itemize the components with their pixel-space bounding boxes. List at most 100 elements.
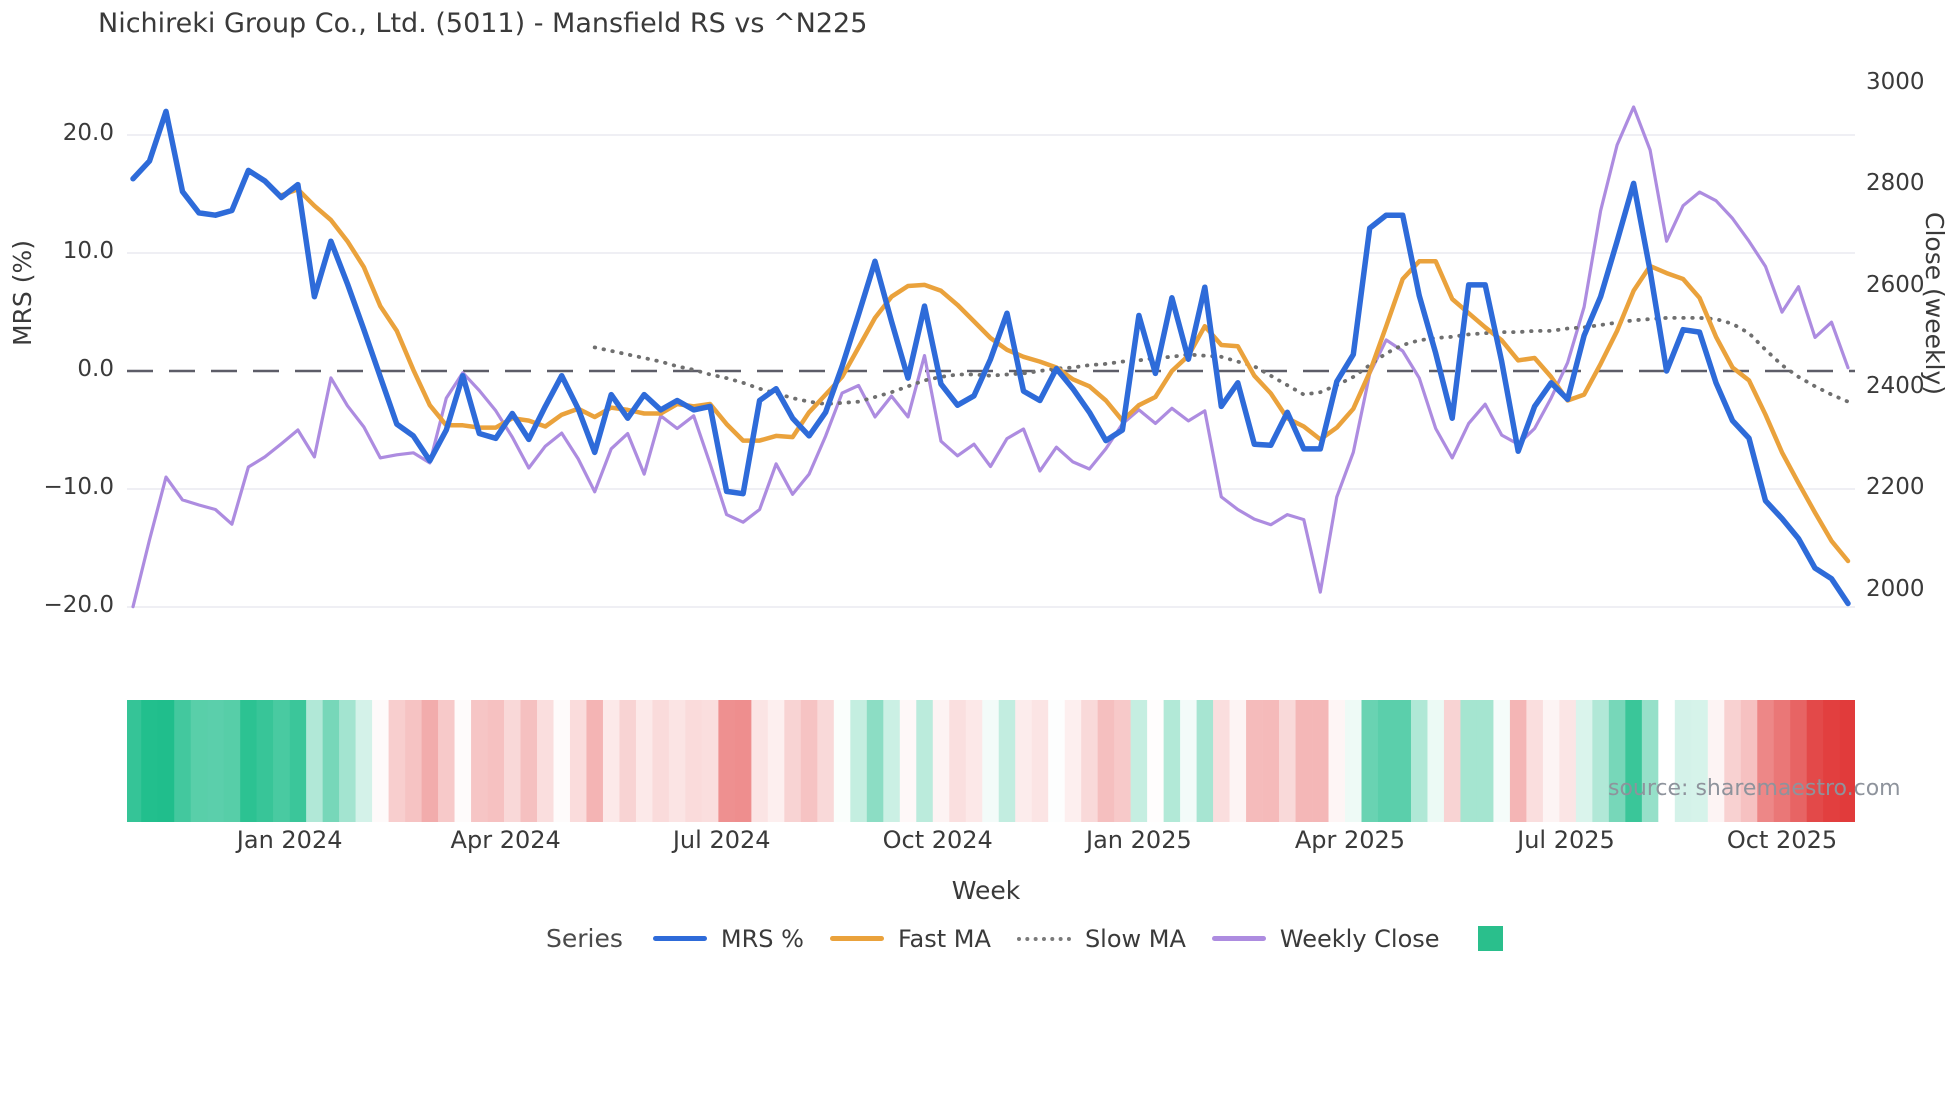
- heatmap-cell: [1229, 700, 1247, 822]
- heatmap-cell: [1031, 700, 1049, 822]
- heatmap-cell: [504, 700, 521, 822]
- y-tick-label-right: 2000: [1866, 575, 1925, 602]
- series-line-fast-ma: [279, 187, 1851, 564]
- legend-item-label: Fast MA: [897, 924, 991, 953]
- heatmap-cell: [1213, 700, 1230, 822]
- heatmap-cell: [850, 700, 868, 822]
- heatmap-cell: [668, 700, 686, 822]
- heatmap-cell: [883, 700, 901, 822]
- heatmap-cell: [701, 700, 719, 822]
- heatmap-cell: [207, 700, 224, 822]
- heatmap-cell: [1509, 700, 1527, 822]
- heatmap-cell: [916, 700, 934, 822]
- y-axis-label-right: Close (weekly): [1920, 212, 1949, 395]
- x-tick-label: Jul 2025: [1517, 826, 1615, 854]
- heatmap-cell: [1542, 700, 1560, 822]
- legend-title: Series: [546, 924, 623, 953]
- series-line-mrs-: [130, 108, 1851, 607]
- y-tick-label-left: 20.0: [62, 120, 114, 146]
- heatmap-cell: [1377, 700, 1395, 822]
- heatmap-cell: [949, 700, 967, 822]
- heatmap-cell: [1064, 700, 1082, 822]
- x-tick-label: Jan 2024: [236, 826, 343, 854]
- heatmap-cell: [1410, 700, 1428, 822]
- heatmap-cell: [998, 700, 1016, 822]
- x-tick-label: Jan 2025: [1086, 826, 1192, 854]
- heatmap-cell: [1295, 700, 1313, 822]
- source-note: source: sharemaestro.com: [1608, 776, 1901, 801]
- heatmap-cell: [240, 700, 257, 822]
- heatmap-cell: [1163, 700, 1181, 822]
- x-tick-label: Apr 2025: [1294, 826, 1406, 854]
- heatmap-cell: [388, 700, 406, 822]
- x-tick-label: Apr 2024: [450, 826, 561, 854]
- legend-square-swatch: [1477, 926, 1503, 951]
- heatmap-cell: [405, 700, 422, 822]
- legend-item-label: Weekly Close: [1279, 924, 1440, 953]
- legend-line-swatch: [1211, 936, 1266, 941]
- heatmap-cell: [438, 700, 455, 822]
- legend-item-weekly-close: Weekly Close: [1211, 924, 1440, 953]
- heatmap-cell: [685, 700, 703, 822]
- heatmap-cell: [553, 700, 571, 822]
- heatmap-cell: [1658, 700, 1676, 822]
- heatmap-cell: [372, 700, 389, 822]
- heatmap-cell: [1114, 700, 1131, 822]
- legend-item-label: MRS %: [720, 924, 804, 953]
- heatmap-cell: [471, 700, 488, 822]
- heatmap-cell: [1147, 700, 1164, 822]
- heatmap-cell: [1691, 700, 1709, 822]
- heatmap-cell: [635, 700, 653, 822]
- heatmap-cell: [1048, 700, 1065, 822]
- heatmap-cell: [157, 700, 175, 822]
- heatmap-cell: [1790, 700, 1808, 822]
- chart-title: Nichireki Group Co., Ltd. (5011) - Mansf…: [98, 8, 868, 39]
- heatmap-cell: [141, 700, 159, 822]
- heatmap-cell: [1476, 700, 1494, 822]
- y-tick-label-right: 2400: [1866, 373, 1925, 399]
- legend-item-fast-ma: Fast MA: [829, 924, 991, 953]
- heatmap-cell: [520, 700, 538, 822]
- heatmap-cell: [586, 700, 604, 822]
- heatmap-cell: [1443, 700, 1461, 822]
- x-tick-label: Jul 2024: [672, 826, 771, 854]
- legend-item-heatmap: [1466, 926, 1503, 951]
- heatmap-cell: [1262, 700, 1280, 822]
- heatmap-cell: [1097, 700, 1115, 822]
- legend-dotted-swatch: [1016, 936, 1071, 941]
- heatmap-cell: [784, 700, 802, 822]
- heatmap-cell: [1592, 700, 1610, 822]
- heatmap-cell: [1345, 700, 1362, 822]
- legend-item-label: Slow MA: [1084, 924, 1186, 953]
- heatmap-cell: [833, 700, 851, 822]
- heatmap-cell: [1625, 700, 1643, 822]
- heatmap-cell: [1015, 700, 1033, 822]
- series-line-slow-ma: [592, 315, 1850, 406]
- heatmap-cell: [1641, 700, 1659, 822]
- heatmap-cell: [339, 700, 356, 822]
- heatmap-cell: [619, 700, 637, 822]
- legend: Series MRS % Fast MA Slow MA Weekly Close: [546, 924, 1503, 953]
- heatmap-cell: [1707, 700, 1725, 822]
- heatmap-cell: [982, 700, 1000, 822]
- heatmap-cell: [652, 700, 670, 822]
- heatmap-cell: [1196, 700, 1214, 822]
- heatmap-cell: [1839, 700, 1855, 822]
- y-tick-label-right: 3000: [1866, 69, 1925, 96]
- heatmap-cell: [1328, 700, 1346, 822]
- heatmap-cell: [289, 700, 307, 822]
- legend-item-mrs-: MRS %: [652, 924, 804, 953]
- heatmap-cell: [932, 700, 950, 822]
- y-tick-label-right: 2800: [1866, 170, 1925, 197]
- heatmap-cell: [174, 700, 192, 822]
- heatmap-cell: [537, 700, 554, 822]
- x-axis-label: Week: [951, 876, 1021, 905]
- heatmap-cell: [322, 700, 340, 822]
- y-tick-label-left: −10.0: [43, 474, 114, 500]
- heatmap-cell: [1526, 700, 1544, 822]
- y-tick-label-left: −20.0: [43, 592, 114, 618]
- heatmap-cell: [1575, 700, 1593, 822]
- heatmap-cell: [421, 700, 439, 822]
- heatmap-cell: [899, 700, 917, 822]
